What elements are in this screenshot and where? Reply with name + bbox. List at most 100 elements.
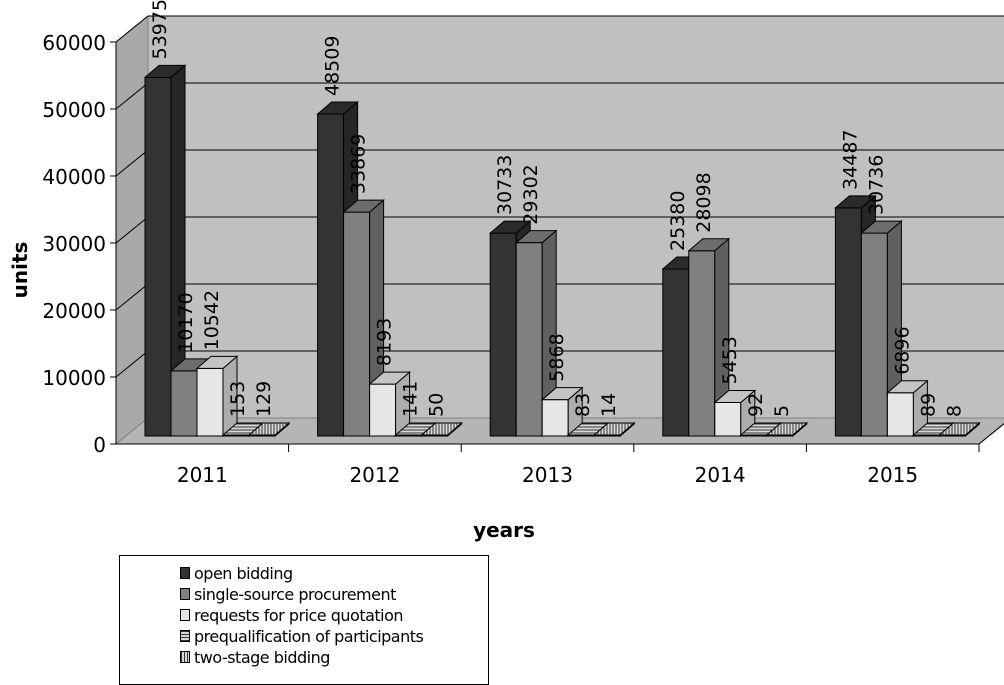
bar xyxy=(765,421,809,438)
gridline-diag xyxy=(115,350,149,378)
legend-swatch xyxy=(180,630,190,642)
y-tick-label: 60000 xyxy=(42,31,106,55)
bar-front xyxy=(860,232,888,437)
legend-label: open bidding xyxy=(194,563,293,583)
bar-front xyxy=(662,268,690,437)
bar xyxy=(420,421,463,438)
bar xyxy=(713,389,757,438)
x-tick-label: 2014 xyxy=(695,463,746,487)
legend-label: prequalification of participants xyxy=(194,626,424,646)
data-label: 129 xyxy=(253,381,275,417)
x-axis-end xyxy=(978,423,1004,445)
data-label: 25380 xyxy=(667,191,689,251)
legend-swatch xyxy=(180,567,190,579)
bar-top xyxy=(886,380,929,394)
gridline-diag xyxy=(115,82,149,110)
bar-front xyxy=(170,370,198,437)
data-label: 89 xyxy=(917,393,939,417)
bar-top xyxy=(540,387,584,401)
data-label: 141 xyxy=(400,381,422,417)
data-label: 83 xyxy=(572,393,594,417)
data-label: 53975 xyxy=(149,0,171,59)
data-label: 92 xyxy=(745,393,767,417)
data-label: 28098 xyxy=(693,172,715,232)
bar xyxy=(368,371,411,438)
bar-top xyxy=(765,422,809,436)
bar-front xyxy=(834,207,862,437)
legend-label: single-source procurement xyxy=(194,584,396,604)
bar-front xyxy=(886,392,914,437)
data-label: 5 xyxy=(771,405,793,417)
data-label: 153 xyxy=(227,381,249,417)
y-tick-label: 40000 xyxy=(42,165,106,189)
bar-front xyxy=(489,232,517,437)
bar-front xyxy=(144,76,172,437)
data-label: 8193 xyxy=(374,318,396,366)
y-tick-label: 20000 xyxy=(42,299,106,323)
bar-front xyxy=(541,399,569,437)
data-label: 29302 xyxy=(520,164,542,224)
data-label: 10542 xyxy=(201,290,223,350)
x-tick-label: 2013 xyxy=(522,463,573,487)
y-tick-label: 0 xyxy=(93,433,106,457)
data-label: 5453 xyxy=(719,336,741,384)
bar-front xyxy=(714,401,742,437)
y-tick-label: 10000 xyxy=(42,366,106,390)
legend-swatch xyxy=(180,651,190,663)
bar-top xyxy=(687,238,731,252)
gridline-diag xyxy=(115,283,149,311)
bar xyxy=(687,237,731,438)
data-label: 30733 xyxy=(494,155,516,215)
bar-top xyxy=(143,64,187,78)
y-axis-title: units xyxy=(8,242,32,299)
data-label: 34487 xyxy=(839,129,861,189)
bar xyxy=(247,421,291,438)
legend-item: requests for price quotation xyxy=(180,605,404,625)
legend-label: two-stage bidding xyxy=(194,647,330,667)
data-label: 30736 xyxy=(865,155,887,215)
gridline-diag xyxy=(115,15,149,43)
bar-front xyxy=(317,113,345,437)
bar xyxy=(886,379,929,438)
bar-top xyxy=(713,389,757,403)
chart-legend: open bidding single-source procurement req… xyxy=(119,555,489,685)
data-label: 50 xyxy=(426,393,448,417)
bar xyxy=(592,421,636,438)
bar-front xyxy=(196,367,224,437)
bar-front xyxy=(688,250,716,437)
bar-top xyxy=(420,422,463,436)
legend-item: open bidding xyxy=(180,563,293,583)
legend-item: prequalification of participants xyxy=(180,626,424,646)
data-label: 14 xyxy=(598,393,620,417)
data-label: 6896 xyxy=(891,326,913,374)
bar xyxy=(514,229,558,438)
bar-top xyxy=(195,355,239,369)
bar-top xyxy=(247,422,291,436)
legend-item: single-source procurement xyxy=(180,584,396,604)
bar-top xyxy=(342,199,385,213)
y-tick-label: 50000 xyxy=(42,98,106,122)
bar-top xyxy=(316,101,359,115)
bar-top xyxy=(834,195,877,209)
y-tick-label: 30000 xyxy=(42,232,106,256)
data-label: 5868 xyxy=(546,333,568,381)
data-label: 8 xyxy=(943,405,965,417)
bar-front xyxy=(515,242,543,437)
x-tick-label: 2011 xyxy=(177,463,228,487)
bar-top xyxy=(488,220,532,234)
legend-item: two-stage bidding xyxy=(180,647,330,667)
data-label: 10170 xyxy=(175,292,197,352)
bar xyxy=(860,219,903,438)
bar-top xyxy=(514,230,558,244)
bar-front xyxy=(369,383,397,437)
data-label: 33869 xyxy=(348,134,370,194)
bar xyxy=(195,355,239,438)
bar-front xyxy=(343,211,371,437)
x-axis-title: years xyxy=(473,518,535,542)
gridline-diag xyxy=(115,216,149,244)
bar-top xyxy=(368,371,411,385)
x-tick-label: 2015 xyxy=(867,463,918,487)
legend-swatch xyxy=(180,588,190,600)
data-label: 48509 xyxy=(322,36,344,96)
